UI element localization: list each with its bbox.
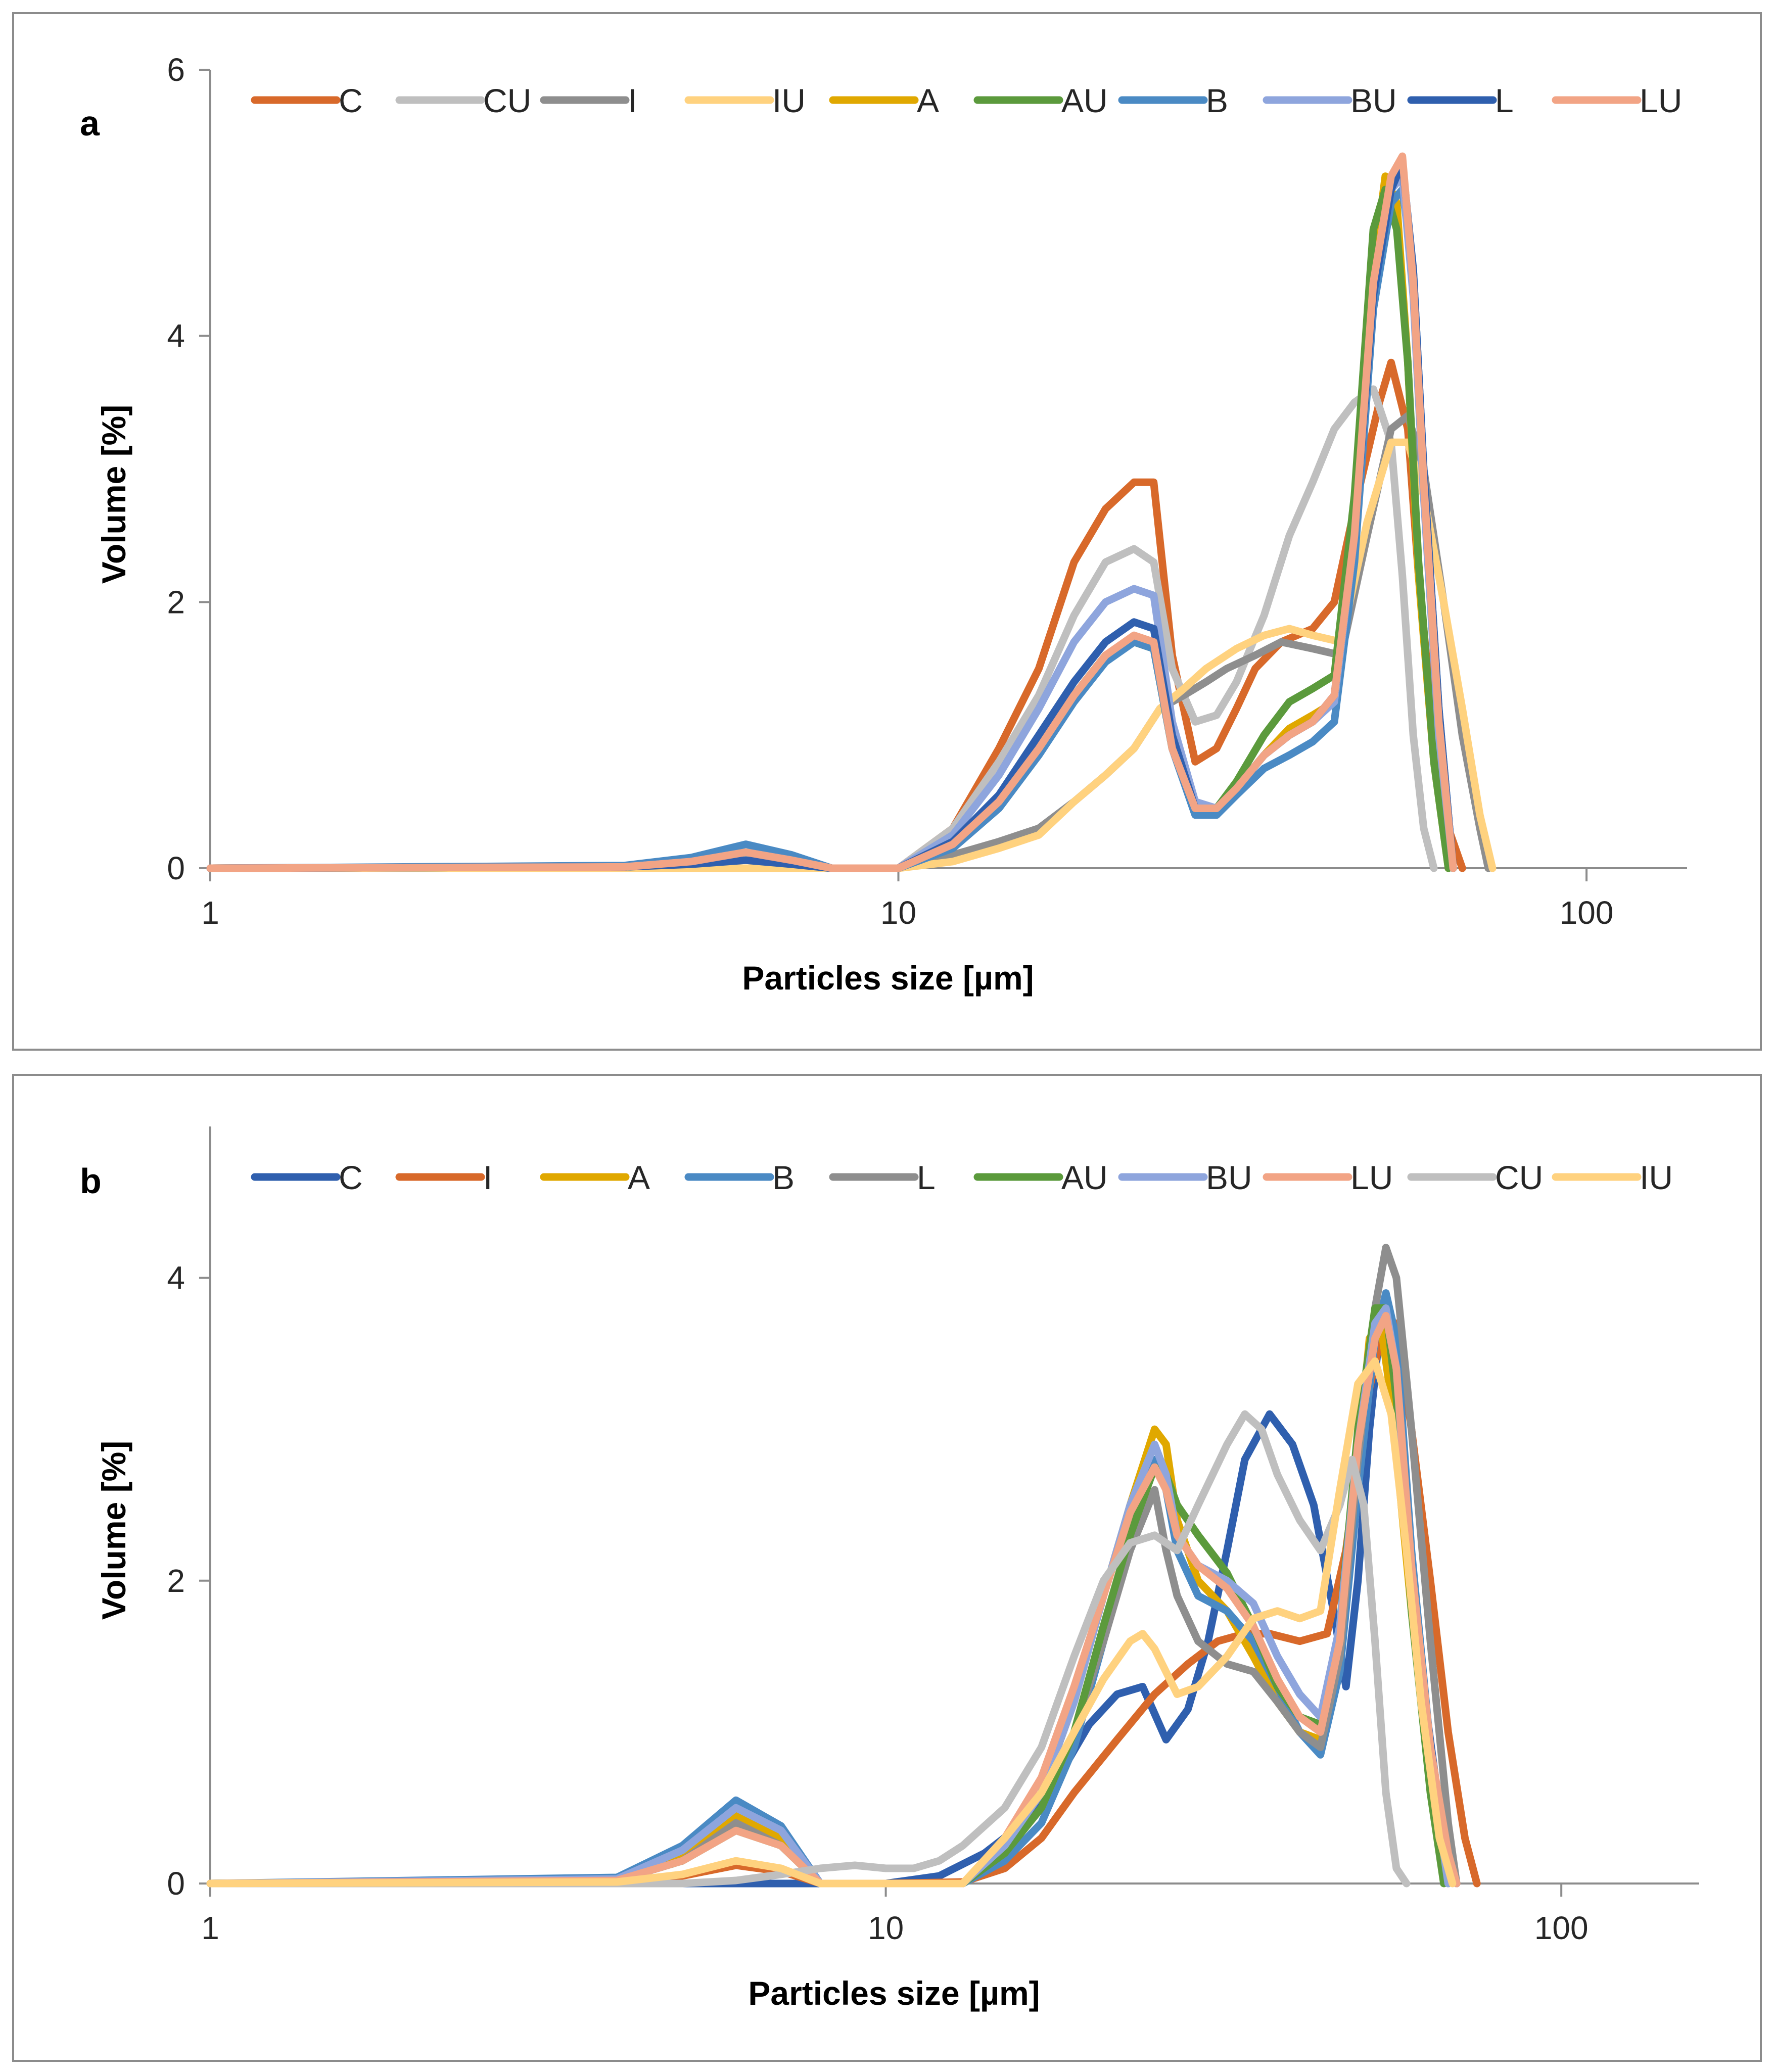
chart-b-series-bu-line bbox=[206, 1304, 1452, 1888]
chart-a-y-axis-title: Volume [%] bbox=[95, 405, 132, 584]
chart-b-legend-label-au: AU bbox=[1061, 1159, 1108, 1196]
chart-a-legend-label-a: A bbox=[917, 82, 939, 119]
chart-a-series-a-line bbox=[206, 172, 1453, 872]
chart-a-y-tick-label: 2 bbox=[167, 584, 185, 620]
chart-a-series-b-line bbox=[206, 185, 1457, 872]
chart-b-legend-label-cu: CU bbox=[1495, 1159, 1543, 1196]
chart-b-y-axis-title: Volume [%] bbox=[95, 1441, 132, 1620]
chart-a-legend-label-b: B bbox=[1206, 82, 1228, 119]
chart-a-x-tick-label: 100 bbox=[1560, 894, 1614, 931]
chart-panel-b: 0 2 4 1 10 100 Particles size [µm] Volume [%] b C… bbox=[12, 1074, 1762, 2062]
chart-b-series-iu-line bbox=[206, 1357, 1457, 1888]
chart-a-series-lu-line bbox=[206, 152, 1457, 872]
chart-b-legend-label-l: L bbox=[917, 1159, 936, 1196]
chart-a-legend-label-c: C bbox=[339, 82, 363, 119]
chart-b-legend-label-iu: IU bbox=[1640, 1159, 1673, 1196]
chart-a-y-tick-label: 6 bbox=[167, 52, 185, 88]
chart-b-series-lu-line bbox=[206, 1312, 1461, 1888]
chart-a-x-tick-label: 1 bbox=[201, 894, 219, 931]
chart-a-series-i-line bbox=[206, 412, 1492, 872]
chart-a-legend-label-i: I bbox=[628, 82, 637, 119]
chart-b-y-tick-label: 0 bbox=[167, 1865, 185, 1902]
chart-a-legend-label-bu: BU bbox=[1350, 82, 1397, 119]
chart-a-series-c-line bbox=[206, 358, 1466, 872]
chart-b-series-l-line bbox=[206, 1244, 1461, 1888]
chart-b-legend-label-bu: BU bbox=[1206, 1159, 1252, 1196]
chart-b-legend-label-i: I bbox=[483, 1159, 492, 1196]
chart-b-x-tick-label: 100 bbox=[1534, 1910, 1589, 1946]
chart-b-panel-label: b bbox=[80, 1161, 102, 1201]
chart-b-series-b-line bbox=[206, 1289, 1452, 1888]
chart-a-svg: 0 2 4 6 1 10 100 Particles size [µm] Volume [%] a… bbox=[80, 52, 1687, 997]
chart-a-legend-label-l: L bbox=[1495, 82, 1514, 119]
chart-b-legend-label-lu: LU bbox=[1350, 1159, 1393, 1196]
chart-b-legend-label-c: C bbox=[339, 1159, 363, 1196]
chart-a-series-l-line bbox=[206, 159, 1457, 872]
chart-a-y-tick-label: 0 bbox=[167, 850, 185, 886]
chart-b-series-cu-line bbox=[206, 1410, 1411, 1888]
chart-b-series-i-line bbox=[206, 1320, 1481, 1888]
chart-panel-a: 0 2 4 6 1 10 100 Particles size [µm] Volume [%] a… bbox=[12, 12, 1762, 1051]
chart-b-x-tick-label: 10 bbox=[868, 1910, 904, 1946]
chart-b-x-axis-title: Particles size [µm] bbox=[748, 1974, 1040, 2012]
chart-b-legend-label-b: B bbox=[772, 1159, 795, 1196]
chart-b-series-au-line bbox=[206, 1304, 1448, 1888]
chart-a-series-cu-line bbox=[206, 385, 1438, 872]
chart-a-x-tick-label: 10 bbox=[880, 894, 916, 931]
chart-a-y-tick-label: 4 bbox=[167, 318, 185, 354]
chart-a-x-axis-title: Particles size [µm] bbox=[742, 959, 1034, 997]
chart-a-legend-label-cu: CU bbox=[483, 82, 531, 119]
chart-b-series-c-line bbox=[206, 1320, 1461, 1888]
chart-a-legend-label-au: AU bbox=[1061, 82, 1108, 119]
chart-b-legend-label-a: A bbox=[628, 1159, 650, 1196]
chart-a-legend-label-lu: LU bbox=[1640, 82, 1682, 119]
chart-b-x-tick-label: 1 bbox=[201, 1910, 219, 1946]
chart-b-series-a-line bbox=[206, 1320, 1452, 1888]
chart-a-legend-label-iu: IU bbox=[772, 82, 806, 119]
chart-b-y-tick-label: 4 bbox=[167, 1260, 185, 1296]
chart-b-svg: 0 2 4 1 10 100 Particles size [µm] Volume [%] b C… bbox=[80, 1126, 1699, 2012]
chart-a-panel-label: a bbox=[80, 104, 100, 143]
chart-b-y-tick-label: 2 bbox=[167, 1563, 185, 1599]
